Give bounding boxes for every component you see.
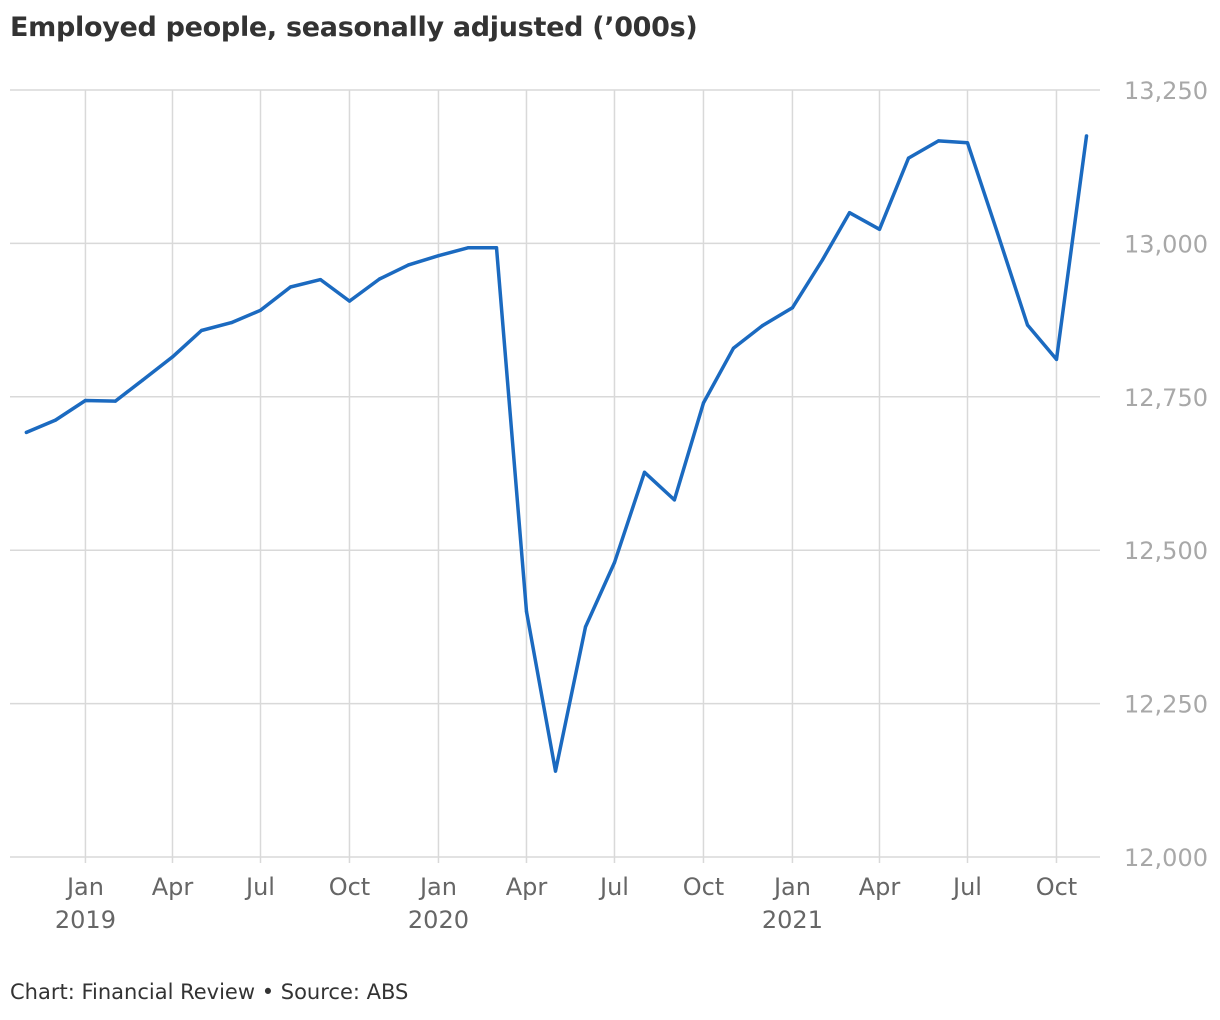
series-line (24, 134, 1089, 773)
data-point (847, 211, 852, 215)
x-tick-label: Jul (951, 873, 982, 901)
data-point (494, 246, 499, 250)
x-tick-label: Apr (152, 873, 194, 901)
x-tick-year-label: 2019 (55, 906, 116, 934)
data-point (24, 430, 28, 434)
data-point (877, 227, 882, 231)
x-tick-label: Oct (329, 873, 371, 901)
data-point (288, 285, 293, 289)
x-tick-year-label: 2021 (762, 906, 823, 934)
data-point (406, 263, 411, 267)
data-point (995, 231, 1000, 235)
x-tick-label: Jul (244, 873, 275, 901)
chart-title: Employed people, seasonally adjusted (’0… (10, 12, 698, 43)
x-tick-label: Jan (772, 873, 811, 901)
x-tick-label: Oct (1036, 873, 1078, 901)
data-point (199, 328, 204, 333)
data-point (906, 156, 911, 160)
data-point (113, 399, 117, 403)
data-point (936, 139, 941, 143)
data-point (583, 625, 588, 629)
data-point (1084, 134, 1089, 138)
data-point (553, 769, 558, 773)
x-tick-label: Oct (683, 873, 725, 901)
data-point (760, 324, 765, 328)
y-axis-ticks: 12,000 12,250 12,500 12,750 13,000 13,250 (1124, 77, 1208, 872)
x-gridlines (84, 90, 1058, 863)
data-point (347, 299, 352, 303)
data-point (140, 378, 145, 382)
x-axis-ticks: Jan 2019 Apr Jul Oct Jan 2020 Apr Jul Oct Jan 2021 A… (55, 873, 1077, 934)
data-point (790, 306, 795, 310)
data-point (170, 355, 175, 359)
data-point (731, 346, 736, 350)
y-tick-label: 13,250 (1124, 77, 1208, 105)
y-gridlines (10, 89, 1100, 858)
data-point (1025, 323, 1030, 327)
data-point (83, 398, 87, 403)
data-point (318, 278, 323, 282)
data-point (436, 254, 441, 258)
x-tick-label: Jan (418, 873, 457, 901)
data-point (965, 141, 970, 145)
y-tick-label: 12,500 (1124, 537, 1208, 565)
data-point (466, 246, 470, 250)
series-group (24, 134, 1089, 773)
data-point (820, 258, 825, 262)
x-tick-year-label: 2020 (408, 906, 469, 934)
data-point (524, 610, 529, 614)
x-tick-label: Apr (859, 873, 901, 901)
x-tick-label: Apr (506, 873, 548, 901)
data-point (672, 498, 677, 502)
data-point (612, 560, 617, 565)
data-point (701, 401, 706, 405)
y-tick-label: 12,250 (1124, 691, 1208, 719)
data-point (642, 470, 647, 474)
data-point (229, 321, 234, 325)
data-point (258, 308, 263, 312)
x-tick-label: Jan (65, 873, 104, 901)
x-tick-label: Jul (598, 873, 629, 901)
y-tick-label: 12,750 (1124, 384, 1208, 412)
y-tick-label: 12,000 (1124, 844, 1208, 872)
y-tick-label: 13,000 (1124, 230, 1208, 258)
data-point (53, 418, 58, 422)
source-note: Chart: Financial Review • Source: ABS (10, 980, 409, 1004)
data-point (1054, 357, 1059, 361)
data-point (377, 277, 382, 281)
